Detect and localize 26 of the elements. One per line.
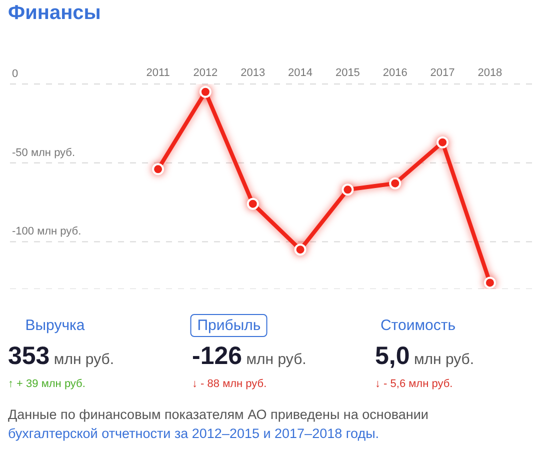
text: Выручка — [24, 316, 86, 336]
text: Прибыль — [190, 314, 268, 337]
text: млн руб. — [412, 351, 474, 368]
x-tick-label: 2012 — [193, 67, 218, 79]
text: Стоимость — [379, 316, 457, 336]
chart-title: Финансы — [8, 2, 101, 25]
y-tick-label: -100 млн руб. — [12, 226, 82, 238]
text: бухгалтерской отчетности за 2012–2015 и 2017–2018 годы. — [8, 426, 380, 441]
x-tick-label: 2015 — [335, 67, 360, 79]
text: ↓ - 5,6 млн руб. — [375, 378, 453, 390]
text: млн руб. — [52, 351, 114, 368]
text: 5,0 — [375, 342, 410, 370]
x-tick-label: 2017 — [430, 67, 455, 79]
x-tick-label: 2011 — [146, 67, 170, 79]
text: млн руб. — [245, 351, 306, 368]
y-tick-label: -50 млн руб. — [12, 146, 76, 159]
x-tick-label: 2013 — [240, 67, 266, 79]
x-tick-label: 2016 — [382, 67, 408, 79]
text: 353 — [8, 342, 50, 370]
text: ↓ - 88 млн руб. — [192, 378, 267, 390]
x-tick-label: 2018 — [478, 67, 502, 79]
x-tick-label: 2014 — [288, 67, 313, 79]
text: Данные по финансовым показателям АО приведены на основании — [8, 407, 428, 422]
y-tick-label: 0 — [12, 68, 18, 80]
text: -126 — [192, 342, 242, 370]
text: ↑ + 39 млн руб. — [8, 378, 86, 390]
